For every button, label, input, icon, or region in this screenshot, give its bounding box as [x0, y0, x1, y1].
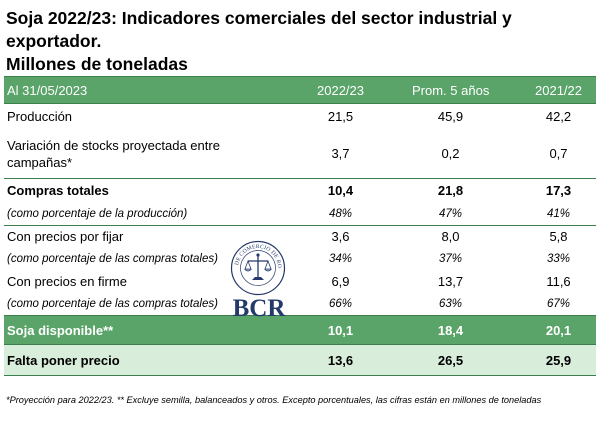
cell-value: 45,9 — [437, 109, 464, 125]
header-col-2021-22: 2021/22 — [492, 76, 596, 104]
cell-value: 17,3 — [492, 178, 596, 203]
row-label: Variación de stocks proyectada entre cam… — [7, 137, 220, 170]
row-label: Producción — [7, 109, 73, 125]
cell-value: 41% — [492, 202, 596, 226]
cell-value: 67% — [546, 297, 571, 310]
title-line-2: Millones de toneladas — [6, 54, 188, 74]
cell-value: 8,0 — [441, 229, 460, 245]
cell-value: 66% — [328, 297, 353, 310]
bcr-logo: BOLSA DE COMERCIO DE ROSARIO BCR — [224, 240, 294, 324]
cell-value: 0,2 — [441, 146, 460, 162]
cell-value: 34% — [328, 253, 353, 265]
row-label: (como porcentaje de las compras totales) — [7, 253, 218, 265]
row-label: Soja disponible** — [4, 315, 272, 345]
row-falta-poner-precio: Falta poner precio 13,6 26,5 25,9 — [4, 344, 596, 376]
header-col-2022-23: 2022/23 — [272, 76, 380, 104]
cell-value: 18,4 — [380, 315, 492, 345]
cell-value: 48% — [272, 202, 380, 226]
cell-value: 0,7 — [549, 146, 568, 162]
row-label: Con precios por fijar — [7, 229, 124, 245]
indicators-table: Al 31/05/2023 2022/23 Prom. 5 años 2021/… — [4, 76, 596, 376]
cell-value: 13,7 — [437, 274, 464, 289]
cell-value: 21,5 — [327, 109, 354, 125]
cell-value: 13,6 — [272, 344, 380, 376]
svg-text:BOLSA DE COMERCIO DE ROSARIO: BOLSA DE COMERCIO DE ROSARIO — [230, 240, 282, 268]
row-compras-totales: Compras totales 10,4 21,8 17,3 — [4, 178, 596, 203]
row-variacion-stocks: Variación de stocks proyectada entre cam… — [4, 130, 596, 179]
row-produccion: Producción 21,5 45,9 42,2 — [4, 104, 596, 130]
row-pct-por-fijar: (como porcentaje de las compras totales)… — [4, 248, 596, 271]
row-label: Compras totales — [4, 178, 272, 203]
cell-value: 11,6 — [546, 274, 571, 289]
cell-value: 10,1 — [272, 315, 380, 345]
row-label: Con precios en firme — [7, 274, 127, 289]
header-date-label: Al 31/05/2023 — [4, 76, 272, 104]
cell-value: 6,9 — [331, 274, 350, 289]
row-precios-por-fijar: Con precios por fijar 3,6 8,0 5,8 — [4, 226, 596, 248]
cell-value: 33% — [546, 253, 571, 265]
footnote: *Proyección para 2022/23. ** Excluye sem… — [6, 395, 542, 405]
cell-value: 25,9 — [492, 344, 596, 376]
bcr-seal-icon: BOLSA DE COMERCIO DE ROSARIO — [230, 240, 286, 296]
cell-value: 26,5 — [380, 344, 492, 376]
cell-value: 5,8 — [549, 229, 568, 245]
row-precios-en-firme: Con precios en firme 6,9 13,7 11,6 — [4, 271, 596, 293]
row-label: (como porcentaje de las compras totales) — [7, 297, 218, 310]
row-pct-produccion: (como porcentaje de la producción) 48% 4… — [4, 202, 596, 226]
row-label: Falta poner precio — [4, 344, 272, 376]
cell-value: 37% — [438, 253, 463, 265]
cell-value: 20,1 — [492, 315, 596, 345]
cell-value: 47% — [380, 202, 492, 226]
cell-value: 10,4 — [272, 178, 380, 203]
row-soja-disponible: Soja disponible** 10,1 18,4 20,1 — [4, 315, 596, 345]
cell-value: 42,2 — [545, 109, 572, 125]
bcr-acronym: BCR — [232, 295, 286, 322]
table-header-row: Al 31/05/2023 2022/23 Prom. 5 años 2021/… — [4, 76, 596, 104]
header-col-prom-5: Prom. 5 años — [380, 76, 492, 104]
cell-value: 3,6 — [331, 229, 350, 245]
row-pct-en-firme: (como porcentaje de las compras totales)… — [4, 293, 596, 316]
cell-value: 3,7 — [331, 146, 350, 162]
title-line-1: Soja 2022/23: Indicadores comerciales de… — [6, 8, 512, 51]
cell-value: 21,8 — [380, 178, 492, 203]
cell-value: 63% — [438, 297, 463, 310]
row-label: (como porcentaje de la producción) — [4, 202, 272, 226]
page-title: Soja 2022/23: Indicadores comerciales de… — [6, 7, 596, 76]
